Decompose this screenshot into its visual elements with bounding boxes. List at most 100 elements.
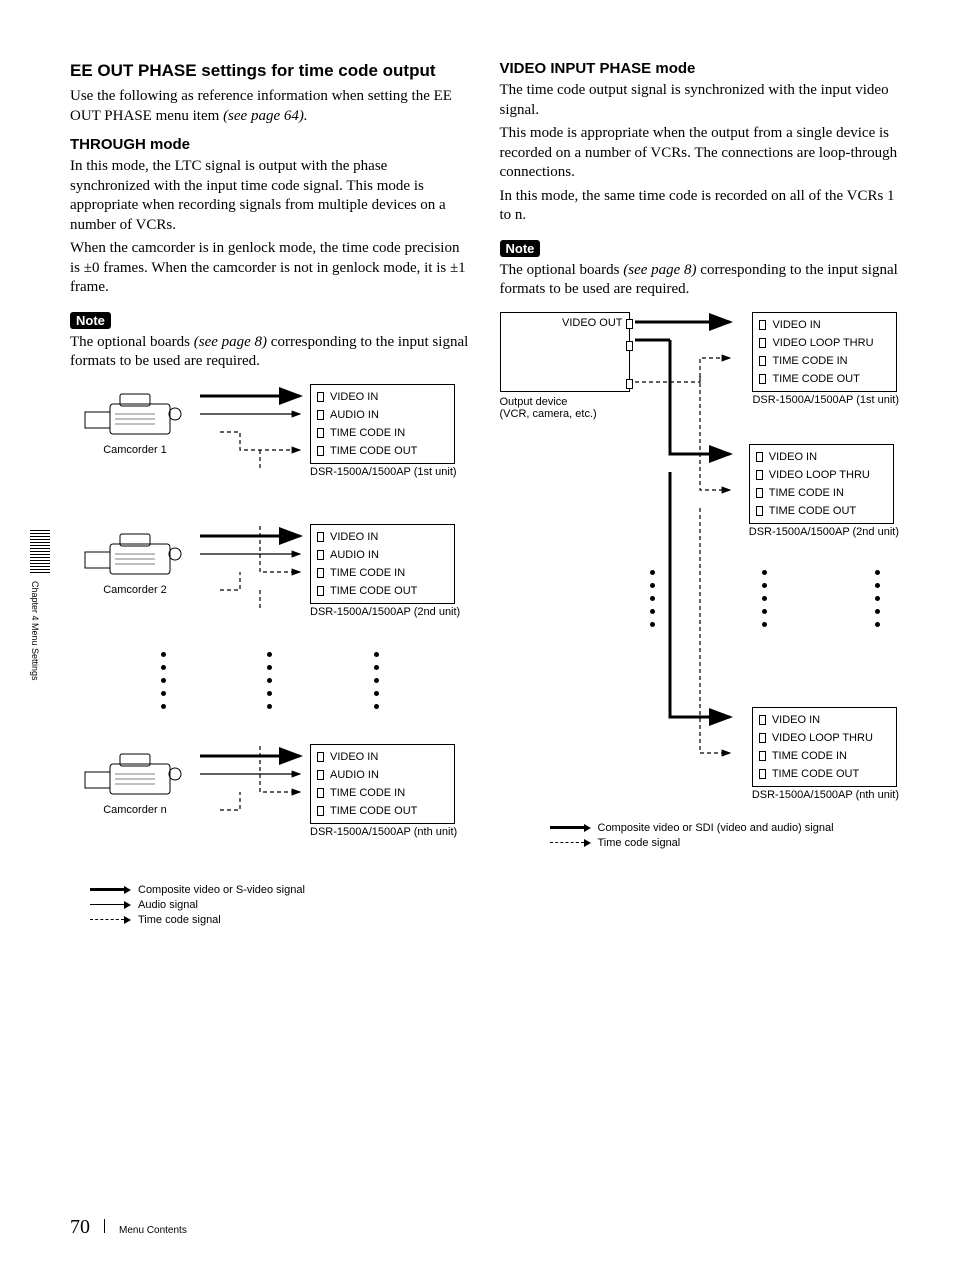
right-legend: Composite video or SDI (video and audio)… — [550, 822, 834, 852]
through-diagram: Camcorder 1 VIDEO IN A — [70, 384, 470, 964]
legend-label: Composite video or SDI (video and audio)… — [598, 822, 834, 834]
continuation-dots — [267, 644, 272, 717]
vcr-unit-n: VIDEO IN AUDIO IN TIME CODE IN TIME CODE… — [310, 744, 455, 824]
vcr-unit-1-r: VIDEO IN VIDEO LOOP THRU TIME CODE IN TI… — [752, 312, 897, 392]
left-legend: Composite video or S-video signal Audio … — [90, 884, 305, 929]
camcorder-2-label: Camcorder 2 — [103, 584, 167, 596]
port-icon — [317, 428, 324, 438]
continuation-dots — [374, 644, 379, 717]
camcorder-icon — [75, 384, 195, 444]
port-icon — [756, 470, 763, 480]
port-icon — [317, 752, 324, 762]
unit-1-caption: DSR-1500A/1500AP (1st unit) — [310, 466, 457, 478]
port-icon — [756, 452, 763, 462]
port-label: TIME CODE IN — [330, 567, 405, 579]
continuation-dots — [161, 644, 166, 717]
port-icon — [759, 769, 766, 779]
connection-lines — [200, 524, 310, 609]
right-column: VIDEO INPUT PHASE mode The time code out… — [500, 60, 900, 964]
port-label: VIDEO LOOP THRU — [772, 337, 873, 349]
port-icon — [317, 392, 324, 402]
output-device-box: VIDEO OUT — [500, 312, 630, 392]
port-icon — [317, 586, 324, 596]
port-icon — [317, 446, 324, 456]
port-label: AUDIO IN — [330, 769, 379, 781]
continuation-dots — [875, 562, 880, 635]
port-label: AUDIO IN — [330, 549, 379, 561]
left-p3: When the camcorder is in genlock mode, t… — [70, 239, 470, 298]
unit-2-caption: DSR-1500A/1500AP (2nd unit) — [310, 606, 460, 618]
port-icon — [317, 770, 324, 780]
left-column: EE OUT PHASE settings for time code outp… — [70, 60, 470, 964]
legend-label: Time code signal — [138, 914, 221, 926]
port-label: VIDEO IN — [330, 531, 378, 543]
footer: 70 Menu Contents — [70, 1216, 187, 1239]
legend-label: Audio signal — [138, 899, 198, 911]
port-label: VIDEO IN — [772, 319, 820, 331]
port-label: VIDEO IN — [772, 714, 820, 726]
port-label: TIME CODE OUT — [330, 585, 417, 597]
right-connection-lines — [630, 312, 740, 782]
camcorder-icon — [75, 744, 195, 804]
side-tab-lines — [30, 530, 50, 575]
port-icon — [759, 751, 766, 761]
left-p2: In this mode, the LTC signal is output w… — [70, 157, 470, 235]
unit-2-caption-r: DSR-1500A/1500AP (2nd unit) — [749, 526, 899, 538]
heading-vip: VIDEO INPUT PHASE mode — [500, 60, 900, 77]
port-label: VIDEO LOOP THRU — [772, 732, 873, 744]
left-p4a: The optional boards — [70, 334, 194, 350]
left-p1: Use the following as reference informati… — [70, 87, 470, 126]
port-label: VIDEO IN — [769, 451, 817, 463]
port-icon — [756, 506, 763, 516]
page-number: 70 — [70, 1216, 90, 1239]
left-p4: The optional boards (see page 8) corresp… — [70, 333, 470, 372]
left-p1b: (see page 64). — [223, 108, 308, 124]
port-icon — [317, 532, 324, 542]
port-label: TIME CODE IN — [330, 787, 405, 799]
port-label: TIME CODE OUT — [330, 805, 417, 817]
vcr-unit-1: VIDEO IN AUDIO IN TIME CODE IN TIME CODE… — [310, 384, 455, 464]
vcr-unit-2: VIDEO IN AUDIO IN TIME CODE IN TIME CODE… — [310, 524, 455, 604]
port-label: TIME CODE OUT — [769, 505, 856, 517]
port-icon — [759, 733, 766, 743]
port-label: TIME CODE OUT — [330, 445, 417, 457]
right-p4: The optional boards (see page 8) corresp… — [500, 261, 900, 300]
port-icon — [759, 338, 766, 348]
legend-label: Composite video or S-video signal — [138, 884, 305, 896]
port-icon — [759, 374, 766, 384]
vip-diagram: VIDEO OUT Output device (VCR, camera, et… — [500, 312, 900, 872]
right-p3: In this mode, the same time code is reco… — [500, 187, 900, 226]
port-icon — [317, 788, 324, 798]
port-icon — [317, 568, 324, 578]
port-label: VIDEO LOOP THRU — [769, 469, 870, 481]
unit-n-caption: DSR-1500A/1500AP (nth unit) — [310, 826, 457, 838]
continuation-dots — [762, 562, 767, 635]
side-tab-text: Chapter 4 Menu Settings — [30, 581, 40, 681]
camcorder-1-label: Camcorder 1 — [103, 444, 167, 456]
right-p4a: The optional boards — [500, 262, 624, 278]
vcr-unit-n-r: VIDEO IN VIDEO LOOP THRU TIME CODE IN TI… — [752, 707, 897, 787]
footer-text: Menu Contents — [119, 1225, 187, 1236]
port-label: TIME CODE OUT — [772, 373, 859, 385]
port-label: TIME CODE IN — [772, 355, 847, 367]
note-badge-left: Note — [70, 312, 111, 329]
right-p1: The time code output signal is synchroni… — [500, 81, 900, 120]
connection-lines — [200, 384, 310, 469]
port-icon — [317, 410, 324, 420]
camcorder-n-label: Camcorder n — [103, 804, 167, 816]
port-icon — [759, 320, 766, 330]
left-p4b: (see page 8) — [194, 334, 267, 350]
legend-label: Time code signal — [598, 837, 681, 849]
port-label: TIME CODE IN — [772, 750, 847, 762]
port-label: VIDEO IN — [330, 391, 378, 403]
output-device-label: Output device (VCR, camera, etc.) — [500, 396, 630, 420]
right-p2: This mode is appropriate when the output… — [500, 124, 900, 183]
port-label: TIME CODE OUT — [772, 768, 859, 780]
port-icon — [759, 715, 766, 725]
port-icon — [317, 550, 324, 560]
video-out-label: VIDEO OUT — [562, 317, 623, 329]
port-icon — [756, 488, 763, 498]
note-badge-right: Note — [500, 240, 541, 257]
right-p4b: (see page 8) — [623, 262, 696, 278]
port-label: VIDEO IN — [330, 751, 378, 763]
